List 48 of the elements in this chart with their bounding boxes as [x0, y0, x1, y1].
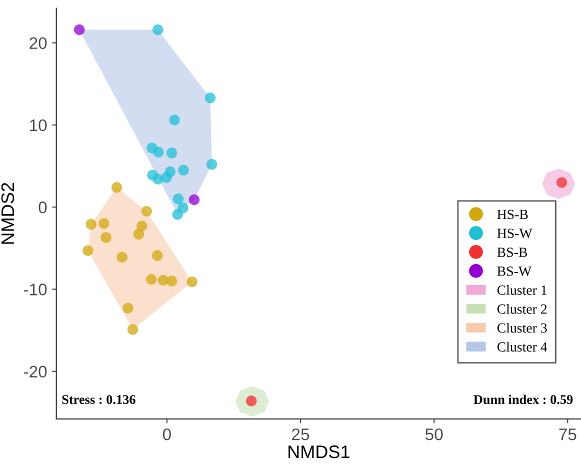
legend-label: Cluster 4	[497, 342, 548, 352]
y-tick-label: 20	[30, 37, 47, 50]
legend-label: HS-B	[497, 210, 528, 220]
point	[82, 245, 94, 256]
point	[172, 209, 184, 220]
point	[146, 274, 157, 285]
legend-label: Cluster 1	[497, 285, 547, 295]
point	[111, 182, 122, 193]
legend-label: Cluster 2	[497, 304, 547, 314]
x-tick-label: 75	[559, 428, 576, 440]
point	[188, 194, 200, 206]
point	[127, 324, 138, 335]
point	[204, 92, 216, 104]
legend-label: HS-W	[497, 228, 532, 238]
legend-label: BS-W	[497, 266, 532, 276]
legend-label: Cluster 3	[497, 322, 547, 333]
point	[164, 166, 176, 178]
point	[172, 194, 184, 204]
point	[141, 206, 152, 217]
point	[206, 159, 218, 170]
x-axis-title: NMDS1	[288, 445, 350, 458]
point	[100, 232, 112, 243]
point	[74, 24, 85, 36]
point	[152, 250, 163, 261]
legend-label: BS-B	[497, 248, 528, 257]
x-tick-label: 0	[162, 428, 171, 440]
y-tick-label: -20	[24, 366, 47, 378]
x-tick-label: 25	[292, 428, 310, 440]
y-tick-label: 10	[30, 119, 47, 132]
y-tick-label: -10	[24, 284, 47, 296]
point	[166, 148, 178, 158]
point	[122, 302, 134, 314]
y-tick-label: 0	[38, 202, 47, 214]
point	[116, 252, 128, 263]
point	[153, 146, 164, 158]
point	[152, 24, 164, 36]
point	[136, 220, 148, 232]
point	[86, 218, 96, 230]
point	[178, 164, 189, 176]
point	[186, 276, 198, 288]
annotation: Dunn index : 0.59	[474, 394, 573, 404]
annotation: Stress : 0.136	[62, 395, 136, 404]
point	[166, 276, 178, 286]
y-axis-title: NMDS2	[1, 182, 14, 244]
point	[98, 218, 110, 229]
point	[133, 228, 144, 240]
point	[169, 114, 180, 126]
x-tick-label: 50	[425, 428, 443, 440]
